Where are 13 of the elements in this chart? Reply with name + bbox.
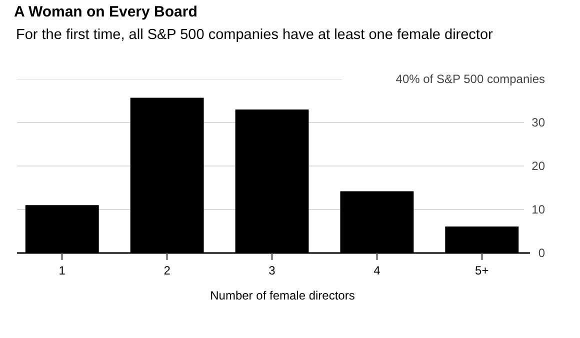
chart-subtitle: For the first time, all S&P 500 companies have at least one female director <box>16 27 494 43</box>
y-tick-label: 0 <box>538 246 546 260</box>
y-tick-label: 30 <box>532 116 546 130</box>
x-tick-label: 1 <box>58 263 66 278</box>
x-tick-label: 5+ <box>475 263 489 278</box>
y-tick-label: 40% of S&P 500 companies <box>396 72 545 86</box>
x-tick-label: 2 <box>164 263 171 278</box>
chart-title: A Woman on Every Board <box>14 4 198 20</box>
y-tick-label: 10 <box>532 202 546 217</box>
x-tick-label: 3 <box>268 263 276 278</box>
x-axis-title: Number of female directors <box>210 288 355 302</box>
x-tick-label: 4 <box>374 263 381 278</box>
y-tick-label: 20 <box>532 159 546 174</box>
